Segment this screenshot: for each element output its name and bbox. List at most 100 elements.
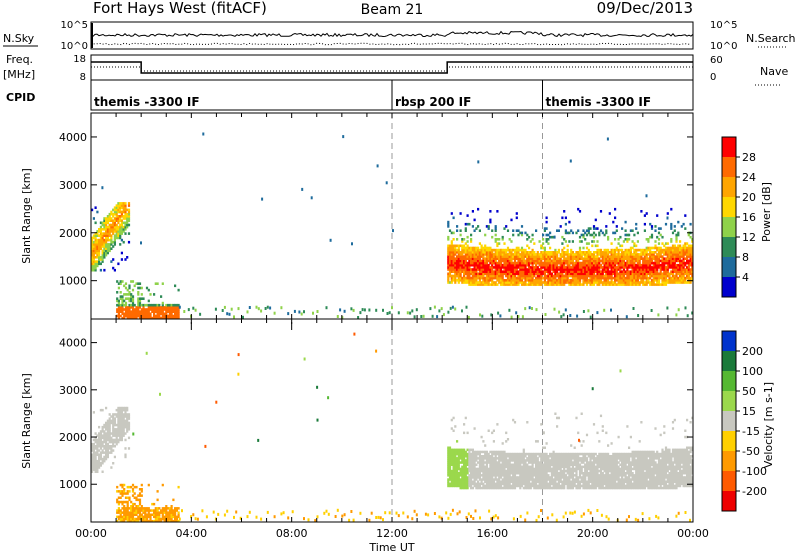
- range-gate-cell: [656, 270, 659, 273]
- range-gate-cell: [538, 474, 541, 477]
- range-gate-cell: [654, 246, 657, 250]
- range-gate-cell: [587, 248, 590, 252]
- freq-left-tick-top: 18: [73, 54, 86, 65]
- range-gate-cell: [614, 270, 617, 273]
- range-gate-cell: [533, 455, 536, 458]
- range-gate-cell: [675, 259, 678, 263]
- range-gate-cell: [543, 446, 546, 449]
- range-gate-cell: [459, 261, 462, 265]
- range-gate-cell: [492, 474, 495, 477]
- range-gate-cell: [135, 312, 138, 316]
- range-gate-cell: [110, 240, 113, 244]
- range-gate-cell: [515, 268, 518, 271]
- range-gate-cell: [115, 225, 118, 229]
- range-gate-cell: [689, 246, 692, 250]
- range-gate-cell: [513, 270, 517, 273]
- range-gate-cell: [547, 251, 550, 254]
- range-gate-cell: [106, 442, 109, 446]
- range-gate-cell: [112, 428, 115, 431]
- range-gate-cell: [119, 438, 122, 442]
- range-gate-cell: [491, 281, 494, 284]
- range-gate-cell: [519, 272, 522, 276]
- range-gate-cell: [512, 484, 515, 488]
- range-gate-cell: [161, 310, 164, 313]
- range-gate-cell: [503, 469, 506, 473]
- range-gate-cell: [105, 230, 108, 233]
- range-gate-cell: [110, 210, 113, 214]
- range-gate-cell: [663, 261, 666, 265]
- range-gate-cell: [575, 231, 578, 235]
- range-gate-cell: [461, 240, 464, 243]
- range-gate-cell: [563, 266, 566, 269]
- range-gate-cell: [122, 230, 125, 233]
- range-gate-cell: [117, 406, 120, 410]
- range-gate-cell: [470, 238, 473, 241]
- range-gate-cell: [127, 223, 131, 227]
- range-gate-cell: [549, 455, 552, 458]
- range-gate-cell: [468, 457, 471, 460]
- range-gate-cell: [127, 204, 131, 207]
- range-gate-cell: [679, 263, 682, 267]
- range-gate-cell: [491, 463, 494, 466]
- range-gate-cell: [112, 419, 115, 423]
- range-gate-cell: [174, 519, 177, 523]
- range-gate-cell: [149, 513, 152, 516]
- range-gate-cell: [540, 270, 543, 273]
- range-gate-cell: [131, 308, 135, 311]
- range-gate-cell: [135, 496, 138, 499]
- range-gate-cell: [477, 263, 480, 267]
- range-gate-cell: [578, 272, 582, 276]
- range-gate-cell: [117, 500, 120, 504]
- range-gate-cell: [529, 279, 532, 282]
- range-gate-cell: [547, 283, 550, 286]
- range-gate-cell: [128, 284, 131, 288]
- range-gate-cell: [650, 257, 654, 260]
- range-gate-cell: [540, 423, 543, 426]
- range-gate-cell: [112, 266, 115, 270]
- range-gate-cell: [448, 457, 452, 460]
- range-gate-cell: [126, 430, 129, 433]
- range-gate-cell: [138, 517, 142, 521]
- range-gate-cell: [177, 507, 180, 510]
- range-gate-cell: [92, 256, 95, 259]
- range-gate-cell: [477, 486, 480, 490]
- range-gate-cell: [466, 482, 469, 486]
- range-gate-cell: [503, 478, 506, 481]
- range-gate-cell: [105, 432, 108, 435]
- range-gate-cell: [601, 255, 604, 258]
- range-gate-cell: [645, 248, 648, 252]
- range-gate-cell: [520, 452, 524, 456]
- range-gate-cell: [605, 251, 608, 254]
- range-gate-cell: [508, 476, 511, 479]
- range-gate-cell: [543, 266, 546, 269]
- range-gate-cell: [543, 248, 546, 252]
- range-gate-cell: [456, 472, 459, 475]
- range-gate-cell: [496, 266, 499, 269]
- range-gate-cell: [517, 283, 520, 286]
- range-gate-cell: [596, 261, 599, 265]
- range-gate-cell: [528, 474, 531, 477]
- range-gate-cell: [513, 274, 517, 278]
- range-gate-cell: [120, 219, 123, 222]
- range-gate-cell: [133, 517, 136, 521]
- range-gate-cell: [513, 421, 517, 424]
- range-gate-cell: [679, 272, 682, 276]
- range-gate-cell: [506, 472, 510, 475]
- range-gate-cell: [124, 228, 127, 231]
- range-gate-cell: [99, 228, 102, 231]
- range-gate-cell: [177, 288, 180, 292]
- colorbar-swatch: [722, 217, 736, 238]
- range-gate-cell: [175, 507, 178, 510]
- range-gate-cell: [92, 266, 95, 270]
- range-gate-cell: [649, 251, 652, 254]
- range-gate-cell: [456, 266, 459, 269]
- range-gate-cell: [487, 429, 490, 432]
- range-gate-cell: [512, 276, 515, 280]
- range-gate-cell: [628, 266, 631, 269]
- range-gate-cell: [589, 274, 592, 278]
- power-colorbar-label: Power [dB]: [760, 182, 773, 242]
- range-gate-cell: [471, 248, 474, 252]
- range-gate-cell: [485, 272, 488, 276]
- range-gate-cell: [526, 452, 529, 456]
- range-gate-cell: [582, 279, 585, 282]
